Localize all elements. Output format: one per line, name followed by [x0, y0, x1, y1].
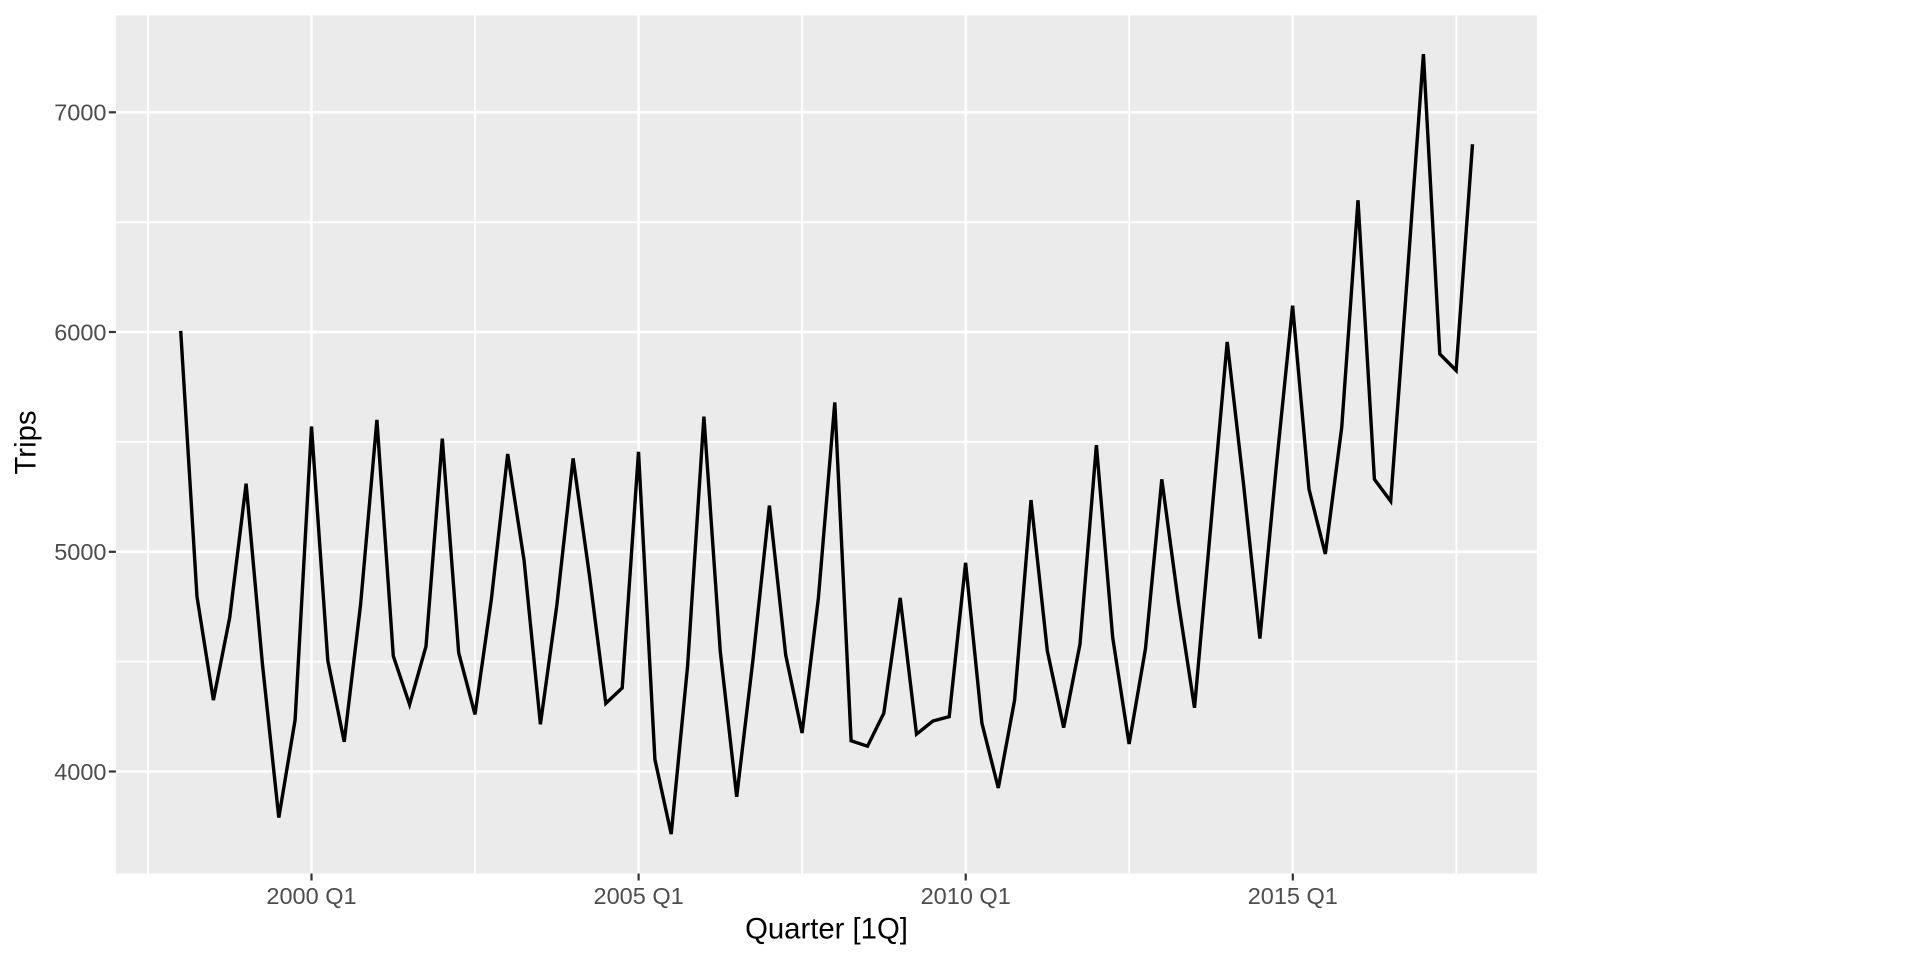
svg-text:2005 Q1: 2005 Q1: [594, 883, 684, 909]
svg-text:Quarter [1Q]: Quarter [1Q]: [745, 913, 908, 946]
svg-text:5000: 5000: [54, 539, 106, 565]
svg-text:6000: 6000: [54, 319, 106, 345]
svg-text:2015 Q1: 2015 Q1: [1248, 883, 1338, 909]
svg-text:2000 Q1: 2000 Q1: [266, 883, 356, 909]
svg-text:4000: 4000: [54, 759, 106, 785]
svg-text:2010 Q1: 2010 Q1: [921, 883, 1011, 909]
svg-text:7000: 7000: [54, 100, 106, 126]
svg-text:Trips: Trips: [10, 410, 43, 474]
